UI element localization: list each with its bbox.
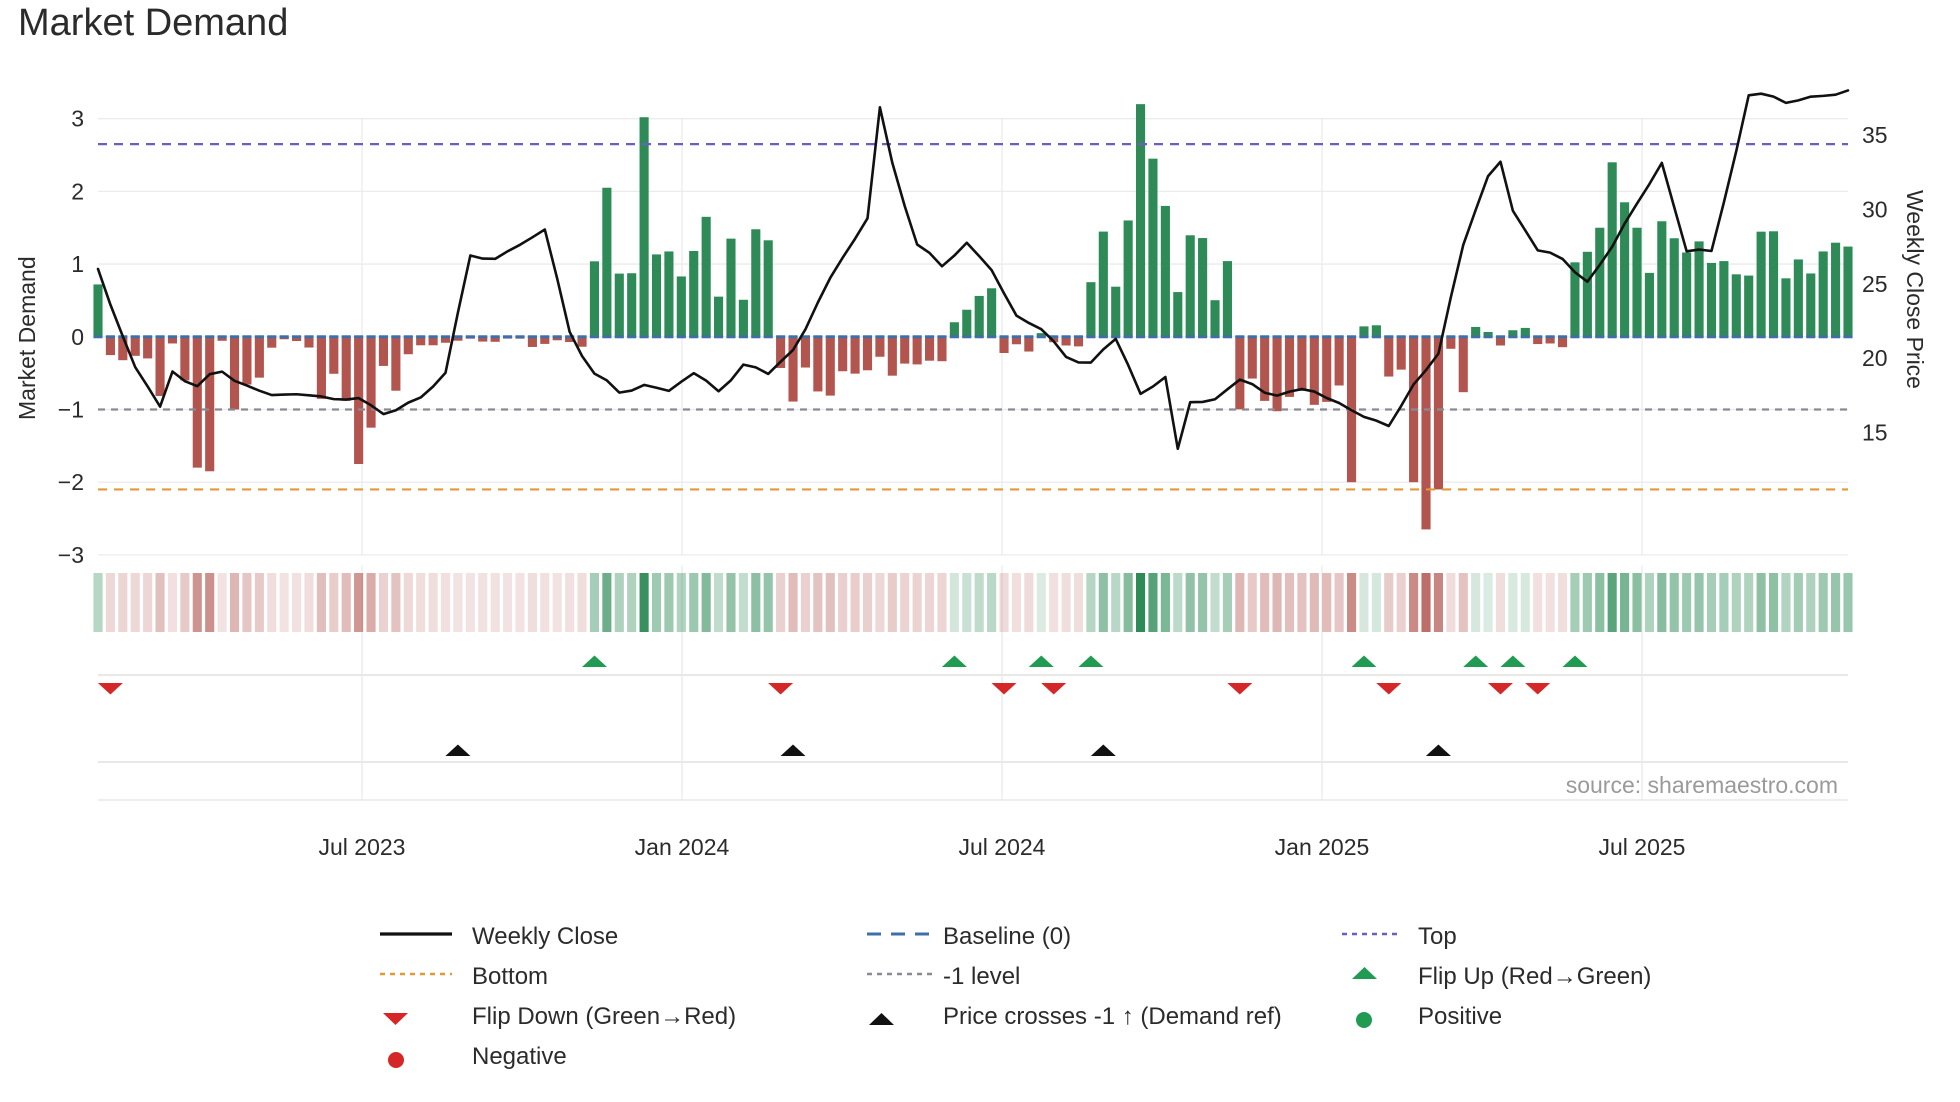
svg-text:Flip Up (Red→Green): Flip Up (Red→Green) xyxy=(1418,963,1651,990)
svg-text:Positive: Positive xyxy=(1418,1003,1502,1030)
svg-text:Top: Top xyxy=(1418,923,1457,950)
svg-text:Weekly Close: Weekly Close xyxy=(472,923,618,950)
svg-text:Bottom: Bottom xyxy=(472,963,548,990)
svg-text:Baseline (0): Baseline (0) xyxy=(943,923,1071,950)
svg-text:Price crosses -1 ↑ (Demand ref: Price crosses -1 ↑ (Demand ref) xyxy=(943,1003,1282,1030)
svg-text:Flip Down (Green→Red): Flip Down (Green→Red) xyxy=(472,1003,736,1030)
svg-text:Negative: Negative xyxy=(472,1043,567,1070)
svg-text:-1 level: -1 level xyxy=(943,963,1020,990)
